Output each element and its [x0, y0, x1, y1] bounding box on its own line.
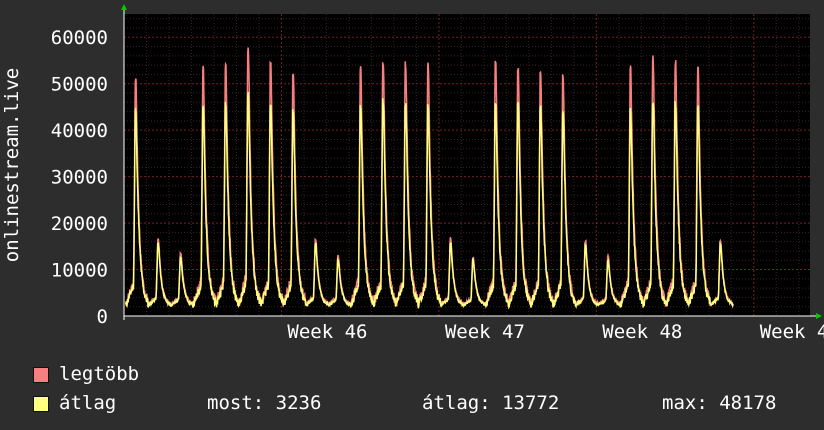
x-axis-arrow-icon: [816, 313, 822, 319]
x-tick-label: Week 48: [602, 321, 682, 343]
series-line-atlag: [125, 91, 734, 310]
stat-max: max: 48178: [662, 392, 777, 414]
legend-label-max: legtöbb: [59, 363, 140, 385]
x-ticks: Week 46 Week 47 Week 48 Week 49: [287, 321, 824, 343]
y-axis-arrow-icon: [121, 4, 127, 10]
legend-label-avg: átlag: [59, 392, 117, 414]
grid: [124, 14, 810, 316]
stat-now: most: 3236: [207, 392, 322, 414]
x-tick-label: Week 46: [287, 321, 367, 343]
legend-swatch-max: [33, 366, 49, 383]
y-tick-label: 0: [97, 306, 108, 328]
axes: [121, 4, 822, 320]
y-tick-label: 30000: [51, 167, 108, 189]
y-tick-label: 20000: [51, 213, 108, 235]
legend-swatch-avg: [33, 395, 49, 412]
stat-avg: átlag: 13772: [422, 392, 560, 414]
x-tick-label: Week 49: [760, 321, 824, 343]
legend-avg: átlag: [33, 392, 116, 414]
y-tick-label: 40000: [51, 120, 108, 142]
legend-max: legtöbb: [33, 363, 139, 385]
x-tick-label: Week 47: [445, 321, 525, 343]
y-ticks: 0 10000 20000 30000 40000 50000 60000: [51, 27, 108, 328]
y-tick-label: 50000: [51, 74, 108, 96]
y-axis-label: onlinestream.live: [1, 68, 23, 262]
y-tick-label: 10000: [51, 260, 108, 282]
y-tick-label: 60000: [51, 27, 108, 49]
